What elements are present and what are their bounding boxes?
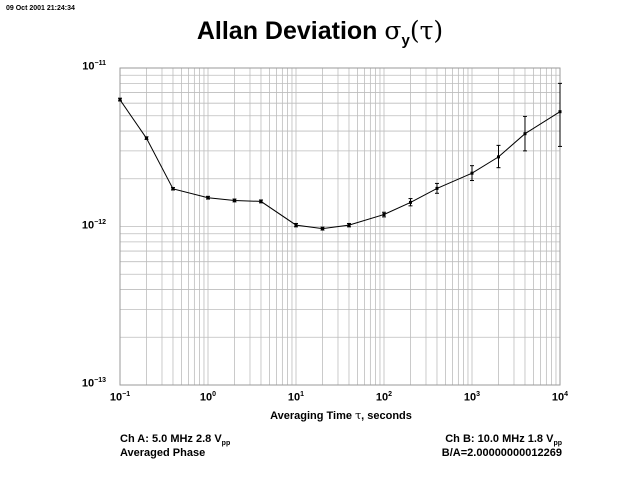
- data-point: [382, 213, 386, 217]
- channel-b-sub: pp: [553, 440, 562, 448]
- channel-a-sub: pp: [221, 440, 231, 448]
- channel-a-info: Ch A: 5.0 MHz 2.8 Vpp: [120, 433, 230, 447]
- x-tick-label: 101: [287, 391, 305, 404]
- x-axis-label: Averaging Time τ, seconds: [120, 409, 562, 422]
- chart-title: Allan Deviation σy(τ): [0, 16, 640, 49]
- xlabel-prefix: Averaging Time: [270, 410, 356, 422]
- x-tick-label: 10−1: [109, 391, 131, 404]
- data-point: [470, 171, 474, 175]
- data-point: [523, 132, 527, 136]
- data-point: [171, 187, 175, 191]
- data-point: [347, 223, 351, 227]
- x-tick-label: 102: [375, 391, 393, 404]
- data-point: [558, 110, 562, 114]
- timestamp: 09 Oct 2001 21:24:34: [6, 5, 75, 12]
- data-point: [206, 196, 210, 200]
- y-tick-label: 10−12: [81, 218, 106, 232]
- data-point: [320, 227, 324, 231]
- title-sigma: σ: [384, 16, 402, 45]
- y-tick-label: 10−13: [81, 377, 106, 390]
- channel-a-text: Ch A: 5.0 MHz 2.8 V: [120, 433, 222, 445]
- data-point: [259, 199, 263, 203]
- xlabel-suffix: , seconds: [361, 410, 412, 422]
- data-point: [144, 136, 148, 140]
- x-tick-label: 103: [463, 391, 481, 404]
- x-tick-label: 100: [199, 391, 217, 404]
- xlabel-tau: τ: [355, 409, 362, 422]
- channel-b-info: Ch B: 10.0 MHz 1.8 Vpp: [445, 433, 562, 447]
- channel-b-text: Ch B: 10.0 MHz 1.8 V: [445, 433, 554, 445]
- data-point: [232, 198, 236, 202]
- x-tick-label: 104: [551, 391, 569, 404]
- data-point: [496, 155, 500, 159]
- data-point: [294, 223, 298, 227]
- title-paren: (τ): [409, 16, 444, 45]
- y-tick-label: 10−11: [82, 60, 106, 73]
- plot-frame: [119, 67, 561, 386]
- title-subscript: y: [401, 32, 410, 49]
- data-point: [435, 186, 439, 190]
- data-point: [118, 98, 122, 102]
- data-point: [408, 200, 412, 204]
- title-prefix: Allan Deviation: [196, 17, 385, 45]
- averaging-mode: Averaged Phase: [120, 447, 206, 459]
- adev-series-line: [119, 99, 561, 230]
- frequency-ratio: B/A=2.00000000012269: [441, 447, 562, 459]
